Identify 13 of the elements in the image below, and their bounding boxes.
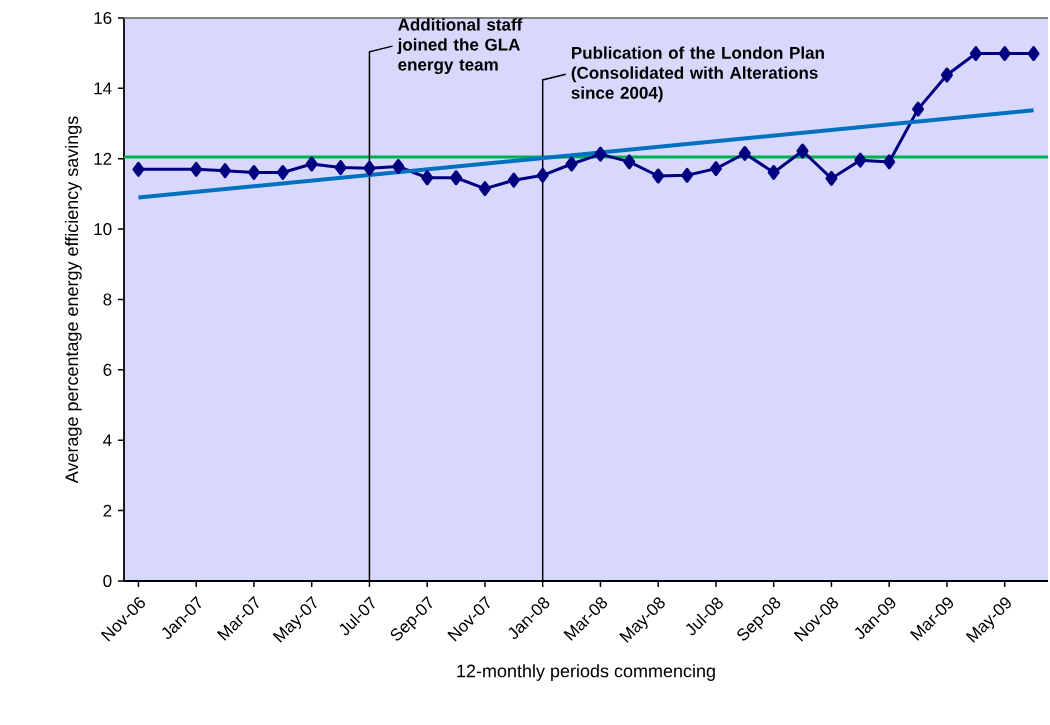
x-axis-title: 12-monthly periods commencing [457,664,715,681]
y-tick-label: 8 [103,293,112,306]
y-tick-label: 14 [94,82,112,95]
ref-line-label: Additional staff joined the GLA energy team [397,18,523,75]
y-axis-title: Average percentage energy efficiency savings [64,116,82,484]
y-tick-label: 4 [103,434,112,447]
y-tick-label: 12 [94,152,112,165]
y-tick-label: 2 [103,504,112,517]
ref-line-label: Publication of the London Plan (Consolidated with Alterations since 2004) [571,46,824,103]
y-tick-label: 6 [103,363,112,376]
y-tick-label: 0 [103,574,112,588]
y-tick-label: 16 [94,11,112,25]
y-tick-label: 10 [94,223,112,236]
